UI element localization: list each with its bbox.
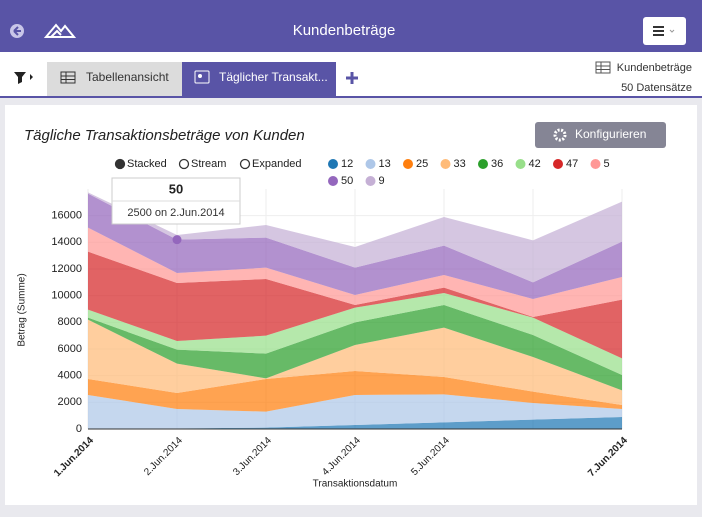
- legend-label: 12: [341, 158, 353, 170]
- menu-button[interactable]: [643, 17, 686, 45]
- legend-swatch[interactable]: [553, 159, 563, 169]
- legend-swatch[interactable]: [365, 159, 376, 169]
- y-axis-title: Betrag (Summe): [17, 273, 28, 346]
- table-icon: [60, 71, 76, 84]
- add-tab-button[interactable]: [346, 72, 358, 84]
- legend-swatch[interactable]: [590, 159, 601, 169]
- tab-underline: [0, 96, 702, 98]
- button-label: Konfigurieren: [575, 127, 646, 141]
- legend-label: 9: [379, 175, 385, 187]
- legend-label: 36: [491, 158, 503, 170]
- y-tick-label: 4000: [58, 370, 82, 382]
- legend-swatch[interactable]: [328, 176, 338, 186]
- chart-icon-dot: [198, 74, 202, 78]
- legend-swatch[interactable]: [515, 159, 526, 169]
- area: [88, 193, 622, 299]
- table-icon: [595, 61, 611, 74]
- tooltip-title: 50: [169, 181, 183, 196]
- stack-mode-label: Stream: [191, 158, 226, 170]
- x-axis-title: Transaktionsdatum: [313, 479, 398, 490]
- legend-label: 50: [341, 175, 353, 187]
- stack-mode-radio[interactable]: [178, 158, 190, 170]
- area: [88, 417, 622, 429]
- header-bar: [0, 0, 702, 52]
- table-icon-lines: [596, 62, 610, 73]
- header-title: Kundenbeträge: [293, 22, 396, 39]
- legend-label: 13: [379, 158, 391, 170]
- legend-label: 25: [416, 158, 428, 170]
- menu-caret: [669, 29, 675, 33]
- back-arrow: [13, 26, 21, 36]
- tooltip: 50 2500 on 2.Jun.2014: [111, 177, 241, 225]
- stack-mode-radio[interactable]: [114, 158, 126, 170]
- y-tick-label: 6000: [58, 343, 82, 355]
- menu-icon: [653, 26, 664, 36]
- legend-label: 33: [454, 158, 466, 170]
- y-tick-label: 14000: [51, 236, 82, 248]
- record-count: 50 Datensätze: [621, 82, 692, 94]
- area: [88, 192, 622, 283]
- legend-swatch[interactable]: [365, 176, 376, 186]
- y-tick-label: 12000: [51, 263, 82, 275]
- tab-chart[interactable]: [182, 62, 336, 96]
- legend-swatch[interactable]: [403, 159, 413, 169]
- dataset-name: Kundenbeträge: [617, 62, 692, 74]
- logo: [43, 23, 77, 38]
- stack-mode-label: Expanded: [252, 158, 302, 170]
- legend-label: 42: [529, 158, 541, 170]
- y-tick-label: 0: [76, 423, 82, 435]
- y-tick-label: 8000: [58, 316, 82, 328]
- tab-label: Täglicher Transakt...: [219, 70, 328, 84]
- tooltip-text: 2500 on 2.Jun.2014: [127, 207, 224, 219]
- filter-button[interactable]: [14, 72, 33, 84]
- area: [88, 371, 622, 412]
- area: [88, 305, 622, 391]
- area: [88, 227, 622, 317]
- gear-icon: [553, 128, 567, 142]
- area: [88, 394, 622, 429]
- chart-icon: [194, 70, 210, 84]
- tab-label: Tabellenansicht: [86, 70, 169, 84]
- legend-label: 47: [566, 158, 578, 170]
- legend-swatch[interactable]: [328, 159, 338, 169]
- area: [88, 319, 622, 405]
- chart-title: Tägliche Transaktionsbeträge von Kunden: [24, 127, 305, 144]
- configure-button[interactable]: [535, 122, 666, 148]
- y-tick-label: 2000: [58, 396, 82, 408]
- stack-mode-radio[interactable]: [239, 158, 251, 170]
- table-icon-lines: [61, 72, 75, 83]
- y-tick-label: 16000: [51, 210, 82, 222]
- legend-label: 5: [604, 158, 610, 170]
- legend-swatch[interactable]: [478, 159, 488, 169]
- hover-point: [172, 235, 182, 245]
- legend-swatch[interactable]: [440, 159, 451, 169]
- stack-mode-label: Stacked: [127, 158, 167, 170]
- y-tick-label: 10000: [51, 290, 82, 302]
- area: [88, 293, 622, 375]
